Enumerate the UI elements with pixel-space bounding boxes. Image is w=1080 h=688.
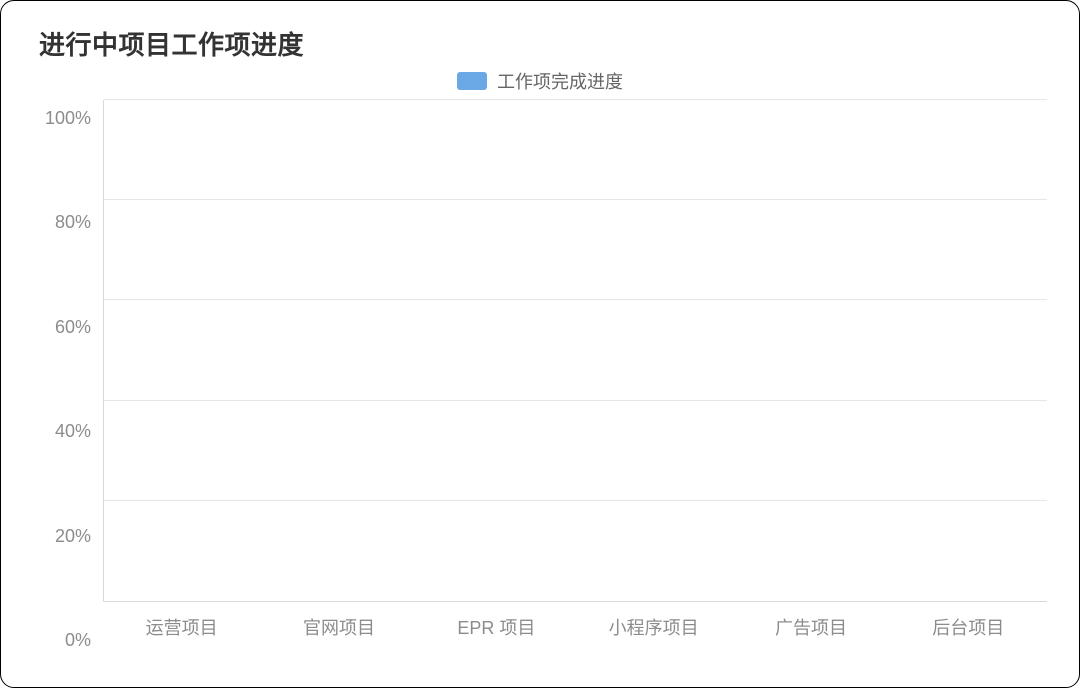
y-tick: 40%: [55, 422, 91, 440]
y-tick: 0%: [65, 631, 91, 649]
chart-title: 进行中项目工作项进度: [39, 25, 1047, 62]
x-axis: 运营项目 官网项目 EPR 项目 小程序项目 广告项目 后台项目: [103, 614, 1047, 640]
chart-frame: 100% 80% 60% 40% 20% 0%: [33, 100, 1047, 640]
y-tick: 20%: [55, 527, 91, 545]
plot-wrap: 运营项目 官网项目 EPR 项目 小程序项目 广告项目 后台项目: [103, 100, 1047, 640]
x-label: 后台项目: [890, 614, 1047, 640]
x-label: 小程序项目: [575, 614, 732, 640]
plot-area: [103, 100, 1047, 602]
x-label: 广告项目: [732, 614, 889, 640]
x-label: 官网项目: [260, 614, 417, 640]
y-axis: 100% 80% 60% 40% 20% 0%: [33, 100, 103, 640]
bars-container: [104, 100, 1047, 601]
chart-card: 进行中项目工作项进度 工作项完成进度 100% 80% 60% 40% 20% …: [0, 0, 1080, 688]
y-tick: 80%: [55, 213, 91, 231]
chart-legend: 工作项完成进度: [33, 68, 1047, 94]
x-label: EPR 项目: [418, 614, 575, 640]
y-tick: 100%: [45, 109, 91, 127]
y-tick: 60%: [55, 318, 91, 336]
legend-swatch: [457, 72, 487, 90]
x-label: 运营项目: [103, 614, 260, 640]
legend-label: 工作项完成进度: [497, 68, 623, 94]
